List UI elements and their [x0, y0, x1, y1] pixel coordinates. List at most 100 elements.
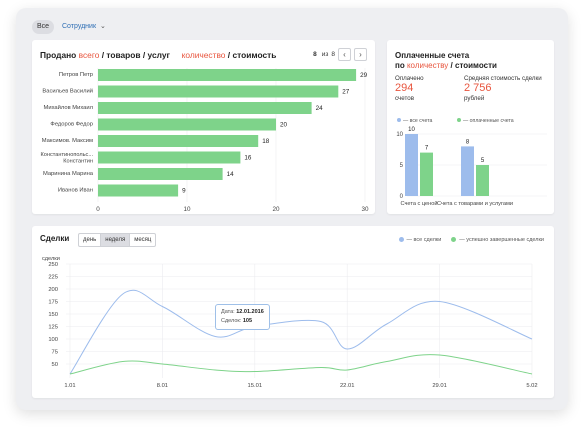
category-label: Константин — [63, 159, 93, 165]
pager: 8 из 8 ‹ › — [313, 48, 367, 61]
bar — [461, 146, 474, 196]
deals-title: Сделки — [40, 234, 70, 243]
tooltip-date: Дата: 12.01.2016 — [221, 308, 264, 317]
period-week-button[interactable]: неделя — [101, 234, 131, 246]
x-tick-label: 22.01 — [340, 383, 355, 389]
deals-line-chart: сделки 50 75 100 125 150 175 200 225 250 1.01 8.01 1… — [42, 256, 538, 389]
tooltip-count-label: Сделок: — [221, 318, 242, 324]
y-tick-label: 5 — [400, 163, 404, 169]
tooltip-count-value: 105 — [242, 318, 253, 324]
bar-value-label: 10 — [408, 127, 415, 133]
bar — [98, 69, 357, 81]
tooltip-count: Сделок: 105 — [221, 317, 264, 326]
bar — [98, 85, 339, 98]
sold-cost-link[interactable]: / стоимость — [227, 50, 277, 60]
x-tick-label: 0 — [96, 206, 100, 213]
legend-dot — [457, 118, 461, 122]
category-label: Счета с товарами и услугами — [437, 201, 513, 207]
legend-all-deals: — все сделки — [398, 237, 442, 243]
period-month-button[interactable]: месяц — [134, 237, 152, 243]
sold-title-prefix: Продано — [40, 50, 77, 60]
next-page-button[interactable]: › — [354, 48, 367, 61]
sold-title: Продано всего / товаров / услуг количест… — [40, 50, 276, 60]
period-selector: день неделя месяц — [78, 233, 157, 247]
avg-label: Средняя стоимость сделки — [464, 75, 542, 82]
category-label: Маринина Марина — [43, 171, 94, 177]
employee-filter-dropdown[interactable]: Сотрудник ⌄ — [62, 22, 106, 30]
category-label: Максимов. Максим — [42, 138, 93, 144]
invoices-title-line1: Оплаченные счета — [395, 51, 470, 60]
avg-stat: Средняя стоимость сделки 2 756 рублей — [464, 75, 542, 102]
paid-label: Оплачено — [395, 75, 424, 82]
sold-all-link[interactable]: всего — [78, 50, 100, 60]
paid-value: 294 — [395, 82, 414, 94]
page-total: 8 — [331, 51, 335, 58]
bar-value-label: 7 — [425, 146, 429, 152]
legend-success-label: — успешно завершенные сделки — [459, 237, 544, 243]
x-tick-label: 1.01 — [64, 383, 75, 389]
bar — [98, 151, 241, 164]
category-label: Васильев Василий — [42, 88, 93, 95]
deals-card: Сделки день неделя месяц — все сделки — … — [32, 226, 554, 398]
bar-value-label: 29 — [360, 72, 368, 79]
bar — [405, 134, 418, 196]
y-axis-label: сделки — [42, 256, 60, 262]
page-of: из — [321, 51, 329, 58]
bar-value-label: 14 — [227, 171, 235, 178]
legend-dot-success — [451, 237, 457, 242]
prev-page-button[interactable]: ‹ — [338, 48, 351, 61]
invoices-title-prefix: по — [395, 61, 405, 70]
bar-value-label: 5 — [481, 158, 485, 164]
category-label: Иванов Иван — [58, 188, 93, 194]
paid-stat: Оплачено 294 счетов — [395, 75, 424, 102]
x-tick-label: 8.01 — [157, 383, 168, 389]
y-tick-label: 125 — [48, 325, 58, 331]
bar — [98, 118, 276, 131]
legend-label: — оплаченные счета — [463, 118, 514, 124]
invoices-card: Оплаченные счета по количеству / стоимос… — [387, 40, 554, 214]
bar-value-label: 24 — [316, 105, 324, 112]
bar — [420, 152, 433, 196]
invoices-bar-chart: — все счета — оплаченные счета 0 5 10 10 7 Счет… — [396, 118, 547, 207]
legend-dot-all — [398, 237, 404, 242]
chevron-down-icon: ⌄ — [100, 23, 106, 30]
invoices-qty-link[interactable]: количеству — [406, 61, 449, 70]
invoices-title-line2: по количеству / стоимости — [395, 61, 497, 71]
invoices-cost-link[interactable]: / стоимости — [450, 61, 497, 70]
category-label: Счета с ценой — [401, 200, 438, 207]
y-tick-label: 0 — [400, 194, 404, 200]
bar — [98, 168, 223, 180]
bar — [98, 184, 179, 197]
bar-value-label: 20 — [280, 122, 288, 129]
page-current: 8 — [313, 51, 317, 58]
series-line — [69, 289, 533, 375]
x-tick-label: 10 — [183, 206, 191, 213]
sold-qty-link[interactable]: количество — [181, 50, 226, 60]
avg-value: 2 756 — [464, 82, 492, 94]
employee-filter-label: Сотрудник — [62, 23, 97, 30]
period-day-button[interactable]: день — [79, 234, 102, 246]
bar-value-label: 27 — [342, 89, 350, 96]
sold-goods-link[interactable]: / товаров / услуг — [101, 50, 170, 60]
legend-label: — все счета — [403, 118, 433, 124]
all-filter-button[interactable]: Все — [32, 20, 54, 34]
x-tick-label: 5.02 — [526, 383, 537, 389]
legend-dot — [397, 118, 401, 122]
y-tick-label: 10 — [396, 132, 403, 138]
deals-tooltip: Дата: 12.01.2016 Сделок: 105 — [215, 304, 270, 330]
x-tick-label: 29.01 — [432, 383, 447, 389]
x-tick-label: 30 — [361, 206, 369, 213]
y-tick-label: 75 — [52, 350, 58, 356]
y-tick-label: 225 — [48, 275, 58, 281]
avg-unit: рублей — [464, 95, 485, 102]
bar-value-label: 8 — [466, 139, 470, 145]
sold-card: Продано всего / товаров / услуг количест… — [32, 40, 375, 214]
bar — [98, 102, 312, 114]
bar — [476, 165, 489, 196]
category-label: Федоров Федор — [50, 122, 93, 128]
legend-all-label: — все сделки — [406, 237, 442, 243]
bar-value-label: 16 — [244, 155, 252, 162]
y-tick-label: 150 — [48, 312, 58, 318]
legend-success-deals: — успешно завершенные сделки — [451, 237, 544, 243]
sold-bar-chart: 0 10 20 30 Петров Петр 29 Васильев Василий 27 Ми… — [41, 68, 369, 213]
